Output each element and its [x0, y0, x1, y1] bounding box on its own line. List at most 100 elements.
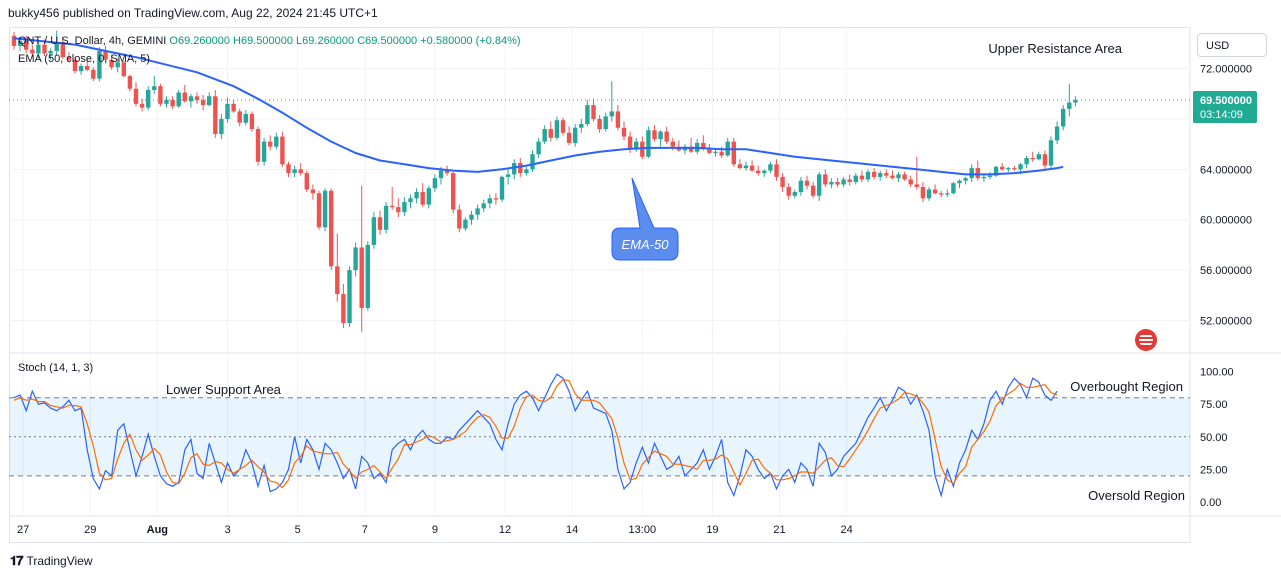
- candle-body: [261, 141, 267, 162]
- candle-body: [286, 164, 291, 174]
- candle: [335, 233, 340, 302]
- candle-body: [1024, 158, 1029, 165]
- candle-body: [530, 154, 535, 170]
- candle: [658, 130, 663, 147]
- stoch-d-line: [13, 378, 1058, 489]
- candle: [353, 242, 358, 277]
- candle-body: [383, 205, 389, 230]
- candle: [359, 185, 364, 332]
- candle: [85, 58, 90, 72]
- candle-body: [390, 205, 395, 208]
- candle-body: [85, 66, 90, 70]
- candle: [817, 171, 822, 201]
- candle-body: [499, 176, 505, 200]
- candle-body: [908, 179, 913, 185]
- candle-body: [615, 111, 621, 128]
- candle: [451, 171, 456, 214]
- candle: [280, 131, 285, 167]
- ema50-line: [13, 37, 1064, 176]
- candle: [426, 185, 431, 209]
- candle: [481, 199, 486, 213]
- upper-resistance-label: Upper Resistance Area: [988, 41, 1122, 56]
- candle: [268, 135, 273, 151]
- ema-legend[interactable]: EMA (50, close, 0, SMA, 5): [18, 53, 151, 65]
- candle: [78, 63, 84, 75]
- candle-body: [823, 174, 828, 185]
- candle: [91, 67, 96, 82]
- time-tick-label: 3: [224, 524, 230, 536]
- price-legend: QNT / U.S. Dollar, 4h, GEMINI O69.260000…: [18, 35, 521, 47]
- us-flag-icon[interactable]: [1135, 329, 1157, 351]
- candle: [737, 159, 743, 170]
- chart-frame: [9, 27, 1190, 543]
- candle-body: [737, 164, 743, 169]
- candle: [524, 166, 529, 176]
- stoch-tick-label: 100.00: [1200, 367, 1234, 379]
- candle-body: [127, 76, 133, 89]
- candle-body: [54, 42, 59, 51]
- candle: [713, 149, 718, 157]
- low-value: L69.260000: [296, 35, 355, 47]
- stoch-tick-label: 0.00: [1200, 497, 1221, 509]
- candle-body: [194, 96, 200, 101]
- candle-body: [451, 173, 456, 210]
- candle-body: [17, 40, 23, 46]
- lower-support-label: Lower Support Area: [166, 382, 282, 397]
- candle-body: [859, 175, 865, 180]
- candle: [322, 188, 328, 232]
- candle-body: [957, 180, 962, 184]
- candle: [97, 47, 102, 82]
- candle-body: [884, 173, 889, 176]
- brand-label[interactable]: TradingView: [26, 554, 93, 568]
- time-tick-label: 13:00: [629, 524, 657, 536]
- candle-body: [786, 186, 791, 196]
- candle: [261, 137, 267, 166]
- candle-body: [560, 120, 566, 133]
- symbol-label[interactable]: QNT / U.S. Dollar, 4h, GEMINI: [18, 35, 167, 47]
- candle: [1073, 96, 1078, 107]
- price-tick-label: 60.000000: [1200, 215, 1252, 227]
- candle: [841, 176, 846, 187]
- candle-body: [951, 183, 956, 194]
- stoch-tick-label: 25.00: [1200, 464, 1228, 476]
- candle-body: [652, 130, 657, 140]
- candle: [987, 171, 993, 180]
- candle: [548, 121, 553, 142]
- candle: [274, 132, 279, 150]
- candle-body: [219, 118, 224, 135]
- candle: [621, 121, 627, 141]
- candle: [536, 137, 541, 159]
- stoch-band-layer: [9, 397, 1190, 477]
- open-value: O69.260000: [169, 35, 230, 47]
- candle: [530, 150, 535, 172]
- currency-button[interactable]: USD: [1197, 33, 1267, 57]
- candle: [60, 37, 65, 59]
- candle-body: [66, 57, 72, 60]
- ema-callout-bubble: [611, 177, 679, 261]
- stoch-layer: [13, 373, 1058, 498]
- candle-body: [597, 118, 602, 130]
- candle-body: [890, 175, 895, 179]
- candle: [463, 217, 468, 232]
- candle: [469, 210, 474, 225]
- candle-body: [1061, 108, 1066, 127]
- candle: [756, 165, 761, 176]
- tradingview-logo-icon[interactable]: 𝟏𝟕: [10, 553, 24, 568]
- candle-body: [30, 49, 35, 54]
- candle: [1000, 163, 1005, 171]
- candle-body: [993, 166, 999, 176]
- candle-body: [48, 50, 53, 54]
- candle-body: [1067, 102, 1072, 109]
- stoch-legend[interactable]: Stoch (14, 1, 3): [18, 362, 94, 374]
- time-tick-label: 21: [773, 524, 785, 536]
- ema-callout-label: EMA-50: [622, 237, 670, 252]
- candle-body: [847, 179, 852, 182]
- candle: [213, 89, 218, 138]
- candle: [298, 163, 303, 176]
- candle-body: [548, 129, 553, 138]
- candle: [780, 173, 785, 193]
- candle-body: [91, 69, 96, 79]
- candle-body: [932, 189, 938, 194]
- candle: [487, 194, 492, 209]
